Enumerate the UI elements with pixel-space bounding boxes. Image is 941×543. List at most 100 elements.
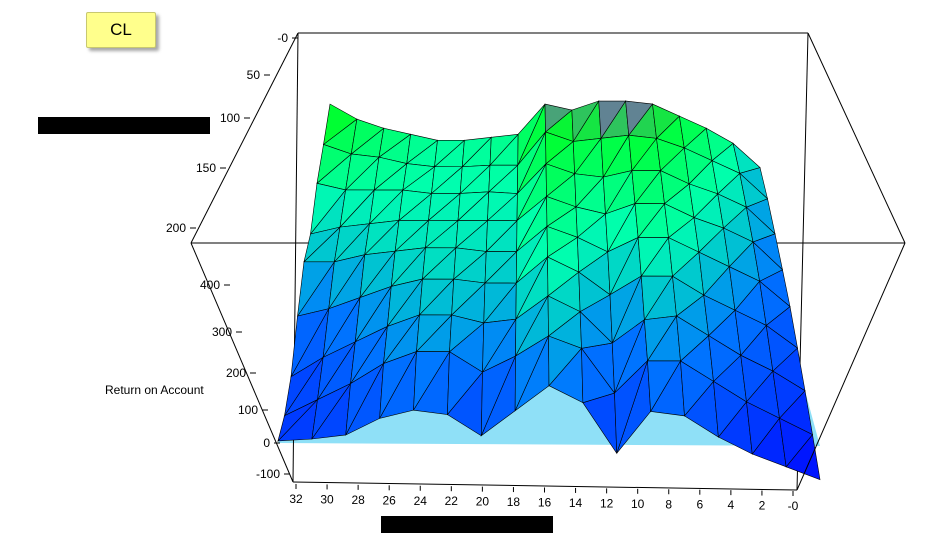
surface-facet [634, 203, 666, 239]
surface-facet [647, 360, 682, 413]
surface-facet [461, 136, 493, 168]
surface-facet [345, 362, 385, 436]
surface-facet [544, 103, 573, 133]
x-tick-label: 26 [383, 493, 397, 507]
surface-facet [514, 335, 550, 411]
surface-facet [383, 314, 421, 365]
surface-facet [759, 280, 791, 326]
surface-facet [631, 170, 662, 205]
y-tick-label: 100 [238, 403, 258, 417]
surface-facet [354, 285, 392, 343]
surface-facet [572, 137, 602, 175]
surface-facet [545, 131, 574, 165]
surface-facet [668, 237, 700, 277]
surface-facet [678, 115, 707, 149]
depth-tick-label: 150 [196, 161, 216, 175]
surface-facet [487, 191, 519, 222]
surface-facet [574, 173, 604, 208]
surface-facet [752, 241, 784, 282]
surface-facet [732, 142, 761, 174]
surface-facet [386, 278, 424, 328]
box-edge [190, 32, 299, 244]
surface-facet [434, 140, 466, 168]
surface-facet [323, 103, 358, 146]
surface-facet [480, 355, 517, 436]
surface-facet [676, 315, 710, 362]
surface-facet [359, 250, 396, 299]
surface-facet [431, 166, 464, 195]
depth-tick-label: 200 [166, 221, 186, 235]
surface-facet [579, 310, 613, 349]
surface-facet [297, 261, 335, 317]
surface-facet [425, 220, 459, 249]
x-tick-label: 32 [289, 492, 303, 506]
surface-facet [688, 183, 719, 219]
surface-facet [598, 100, 627, 140]
tick-layer: 32 30 28 26 24 22 20 18 16 14 12 10 8 6 4 2 -0 -0 50 100 150… [166, 31, 799, 513]
surface-facet [664, 203, 695, 239]
surface-facet [459, 164, 491, 195]
surface-facet [652, 103, 680, 140]
surface-facet [416, 314, 453, 353]
redacted-bar-left [38, 117, 210, 134]
surface-layer [277, 100, 821, 481]
x-tick-label: 6 [696, 498, 703, 512]
surface-facet [373, 156, 408, 191]
surface-facet [350, 325, 389, 384]
redacted-bar-bottom [381, 516, 553, 533]
surface-facet [517, 131, 546, 194]
surface-facet [284, 357, 324, 416]
surface-facet [607, 236, 639, 296]
surface-facet [739, 172, 769, 208]
y-tick-label: 300 [212, 325, 232, 339]
x-tick-label: 10 [631, 497, 645, 511]
surface-facet [485, 220, 518, 253]
surface-facet [515, 295, 549, 357]
surface-facet [422, 247, 457, 280]
surface-facet [516, 196, 547, 252]
surface-facet [390, 247, 427, 288]
surface-facet [303, 226, 341, 263]
surface-facet [698, 251, 730, 296]
surface-facet [578, 271, 611, 313]
x-tick-label: 24 [414, 494, 428, 508]
surface-facet [394, 220, 430, 252]
surface-facet [571, 100, 600, 143]
surface-facet [605, 203, 636, 253]
x-tick-label: 28 [351, 493, 365, 507]
surface-facet [545, 163, 576, 198]
chart-badge-label: CL [110, 20, 132, 39]
surface-facet [277, 399, 318, 442]
surface-facet [483, 282, 517, 324]
surface-facet [489, 133, 519, 167]
surface-facet [772, 370, 806, 419]
surface-facet [614, 360, 648, 454]
surface-facet [602, 170, 633, 215]
y-tick-label: 200 [226, 366, 246, 380]
surface-facet [577, 236, 609, 273]
surface-facet [575, 206, 607, 238]
surface-facet [628, 134, 658, 172]
surface-facet [640, 275, 674, 321]
surface-facet [600, 134, 630, 179]
surface-facet [723, 227, 754, 268]
surface-facet [488, 164, 519, 193]
y-tick-label: 0 [263, 436, 270, 450]
surface-facet [680, 360, 714, 417]
surface-facet [350, 118, 385, 155]
surface-facet [637, 237, 670, 277]
surface-facet [484, 251, 518, 284]
surface-facet [379, 351, 418, 419]
surface-facet [547, 256, 580, 297]
surface-facet [419, 278, 455, 316]
x-tick-label: 2 [759, 499, 766, 513]
surface-facet [581, 347, 615, 404]
surface-facet [406, 133, 439, 165]
x-tick-label: 22 [445, 494, 459, 508]
surface-facet [455, 220, 489, 249]
surface-facet [378, 127, 412, 158]
surface-facet [402, 163, 436, 191]
surface-facet [708, 335, 742, 383]
surface-facet [740, 354, 774, 403]
